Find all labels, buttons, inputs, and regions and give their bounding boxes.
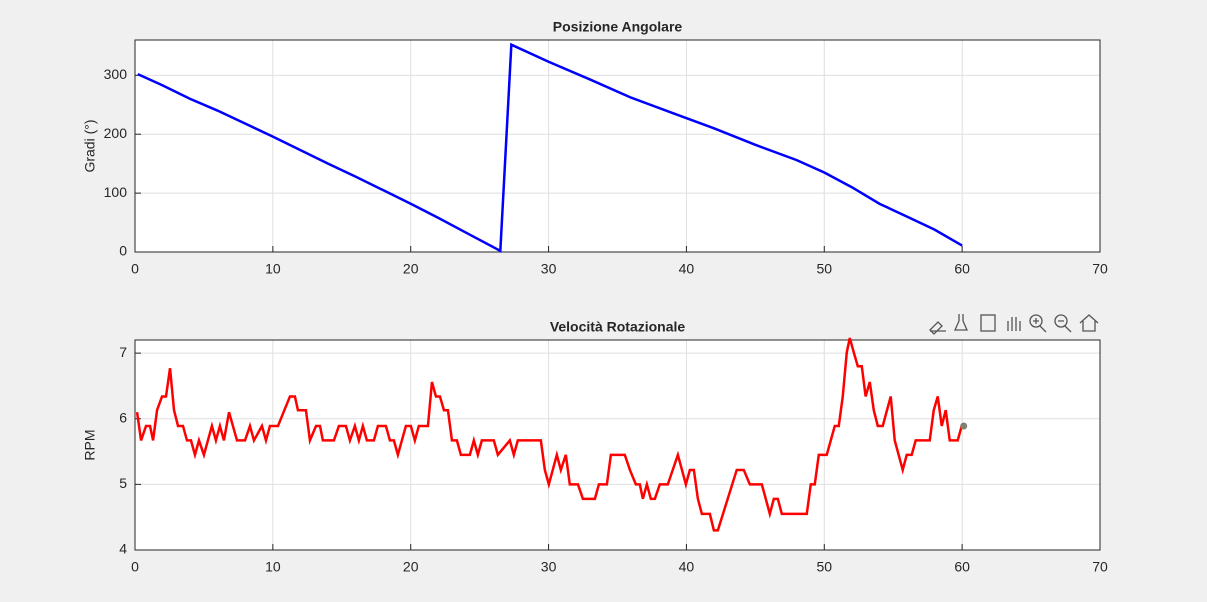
- toolbar-icon[interactable]: [980, 314, 996, 332]
- x-tick-label: 50: [816, 559, 832, 575]
- y-tick-label: 0: [119, 243, 127, 259]
- axes-box: [134, 339, 1101, 551]
- y-axis-label: RPM: [82, 429, 98, 460]
- toolbar-icon[interactable]: [1054, 314, 1068, 328]
- x-tick-label: 60: [954, 261, 970, 277]
- y-tick-label: 200: [104, 125, 128, 141]
- chart-title: Velocità Rotazionale: [550, 319, 686, 335]
- x-tick-label: 20: [403, 261, 419, 277]
- y-tick-label: 4: [119, 541, 127, 557]
- data-line: [135, 337, 963, 532]
- y-tick-label: 300: [104, 66, 128, 82]
- x-tick-label: 10: [265, 261, 281, 277]
- x-tick-label: 30: [541, 559, 557, 575]
- toolbar-icon[interactable]: [1033, 318, 1047, 333]
- toolbar-icon[interactable]: [929, 321, 946, 335]
- x-tick-label: 70: [1092, 559, 1108, 575]
- x-tick-label: 40: [679, 559, 695, 575]
- x-tick-label: 60: [954, 559, 970, 575]
- chart-title: Posizione Angolare: [553, 19, 683, 35]
- plot-area: [135, 340, 1100, 550]
- toolbar-icon[interactable]: [1007, 317, 1021, 331]
- y-axis-label: Gradi (°): [82, 119, 98, 172]
- data-tip-marker: [960, 422, 968, 430]
- toolbar-icon[interactable]: [1079, 314, 1099, 332]
- toolbar-icon[interactable]: [953, 314, 969, 331]
- x-tick-label: 10: [265, 559, 281, 575]
- toolbar-icon[interactable]: [1058, 320, 1072, 333]
- axes-toolbar[interactable]: [929, 314, 1099, 335]
- y-tick-label: 6: [119, 409, 127, 425]
- toolbar-icon[interactable]: [1029, 314, 1043, 328]
- x-tick-label: 40: [679, 261, 695, 277]
- y-tick-label: 100: [104, 184, 128, 200]
- data-line: [137, 42, 963, 253]
- x-tick-label: 70: [1092, 261, 1108, 277]
- x-tick-label: 0: [131, 261, 139, 277]
- plot-area: [135, 40, 1100, 252]
- y-tick-label: 7: [119, 344, 127, 360]
- axes-box: [134, 39, 1101, 253]
- y-tick-label: 5: [119, 475, 127, 491]
- x-tick-label: 20: [403, 559, 419, 575]
- x-tick-label: 50: [816, 261, 832, 277]
- x-tick-label: 0: [131, 559, 139, 575]
- x-tick-label: 30: [541, 261, 557, 277]
